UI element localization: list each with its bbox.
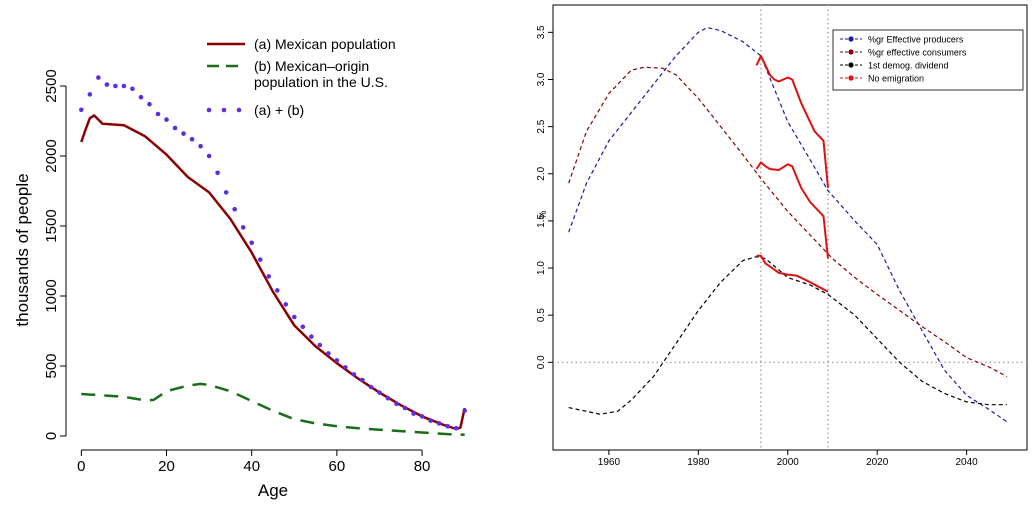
data-point <box>428 418 433 423</box>
legend-marker <box>206 107 212 113</box>
y-tick-label: 2000 <box>43 139 60 172</box>
data-point <box>104 82 110 87</box>
x-tick-label: 20 <box>158 458 175 475</box>
series-line <box>755 54 829 293</box>
data-point <box>351 372 357 377</box>
data-point <box>334 358 340 363</box>
data-point <box>215 170 220 176</box>
legend-marker <box>848 49 854 55</box>
x-axis-label: Age <box>258 481 288 500</box>
data-point <box>79 107 84 113</box>
data-point <box>317 342 323 348</box>
legend-label: (b) Mexican–origin population in the U.S. <box>254 58 388 90</box>
legend-label: %gr Effective producers <box>868 35 964 45</box>
y-axis-label: thousands of people <box>13 173 32 326</box>
y-tick-label: 0.5 <box>536 308 547 322</box>
y-tick-label: 2.5 <box>536 119 547 133</box>
data-point <box>274 288 280 293</box>
legend-marker <box>848 75 854 81</box>
y-tick-label: 1.5 <box>536 214 547 228</box>
y-tick-label: 500 <box>43 353 60 378</box>
data-point <box>181 131 186 136</box>
legend-label: (a) + (b) <box>254 102 304 118</box>
data-point <box>394 401 399 407</box>
x-tick-label: 1980 <box>687 457 710 468</box>
x-tick-label: 1960 <box>598 457 621 468</box>
data-point <box>291 314 297 320</box>
series-line <box>568 66 1008 378</box>
data-point <box>411 411 416 416</box>
data-point <box>96 75 101 80</box>
series-line <box>568 256 1007 415</box>
data-point <box>223 190 229 195</box>
data-point <box>257 257 263 262</box>
legend-box <box>832 29 1024 91</box>
legend-label: %gr effective consumers <box>868 48 967 58</box>
x-tick-label: 2020 <box>866 457 889 468</box>
x-tick-label: 40 <box>243 458 260 475</box>
data-point <box>121 83 127 89</box>
data-point <box>343 365 348 370</box>
data-point <box>309 334 314 339</box>
data-point <box>377 390 382 395</box>
data-point <box>138 94 144 100</box>
data-point <box>155 111 161 117</box>
data-point <box>402 405 408 411</box>
data-point <box>189 136 195 142</box>
y-tick-label: 3.5 <box>536 25 547 39</box>
y-axis-label: % <box>538 210 549 219</box>
legend-marker <box>221 107 227 113</box>
series-line <box>568 27 1008 423</box>
data-point <box>445 423 450 429</box>
data-point <box>130 86 135 92</box>
data-point <box>385 395 391 401</box>
legend-marker <box>236 107 242 113</box>
series-line <box>80 114 466 431</box>
data-point <box>198 143 203 149</box>
data-point <box>87 92 93 97</box>
data-point <box>249 240 255 246</box>
data-point <box>232 206 237 212</box>
data-point <box>360 377 365 383</box>
y-tick-label: 1500 <box>43 209 60 242</box>
data-point <box>172 125 178 131</box>
legend-label: (a) Mexican population <box>254 36 396 52</box>
x-tick-label: 80 <box>414 458 431 475</box>
legend-label: 1st demog. dividend <box>868 61 949 71</box>
x-tick-label: 60 <box>329 458 346 475</box>
data-point <box>113 83 118 89</box>
data-point <box>326 351 331 356</box>
y-tick-label: 1.0 <box>536 261 547 275</box>
data-point <box>240 225 246 230</box>
data-point <box>147 101 152 107</box>
chart-panel: 1960 1980 2000 2020 2040 0.0 0.5 1.0 1.5 2.0 2.5 3.… <box>536 4 1028 468</box>
data-point <box>206 153 212 159</box>
data-point <box>283 302 289 307</box>
y-tick-label: 0 <box>43 432 60 440</box>
y-tick-label: 2.0 <box>536 166 547 180</box>
x-tick-label: 2040 <box>956 457 979 468</box>
series-line <box>81 382 465 436</box>
data-point <box>368 384 374 390</box>
data-point <box>419 414 425 419</box>
y-tick-label: 2500 <box>43 69 60 102</box>
y-tick-label: 0.0 <box>536 355 547 369</box>
data-point <box>436 421 442 426</box>
x-tick-label: 2000 <box>777 457 800 468</box>
plot-box <box>552 4 1028 451</box>
data-point <box>300 324 306 330</box>
chart-panel: 0 20 40 60 80 0 500 1000 1500 2000 2500 Age thousand… <box>13 36 467 500</box>
data-point <box>266 274 272 279</box>
data-point <box>453 426 459 431</box>
data-point <box>164 117 169 122</box>
legend-label: No emigration <box>868 74 924 84</box>
y-tick-label: 1000 <box>43 279 60 312</box>
y-tick-label: 3.0 <box>536 72 547 86</box>
data-point <box>462 408 467 414</box>
x-tick-label: 0 <box>77 458 85 475</box>
legend-marker <box>848 62 854 68</box>
legend-marker <box>848 36 854 42</box>
